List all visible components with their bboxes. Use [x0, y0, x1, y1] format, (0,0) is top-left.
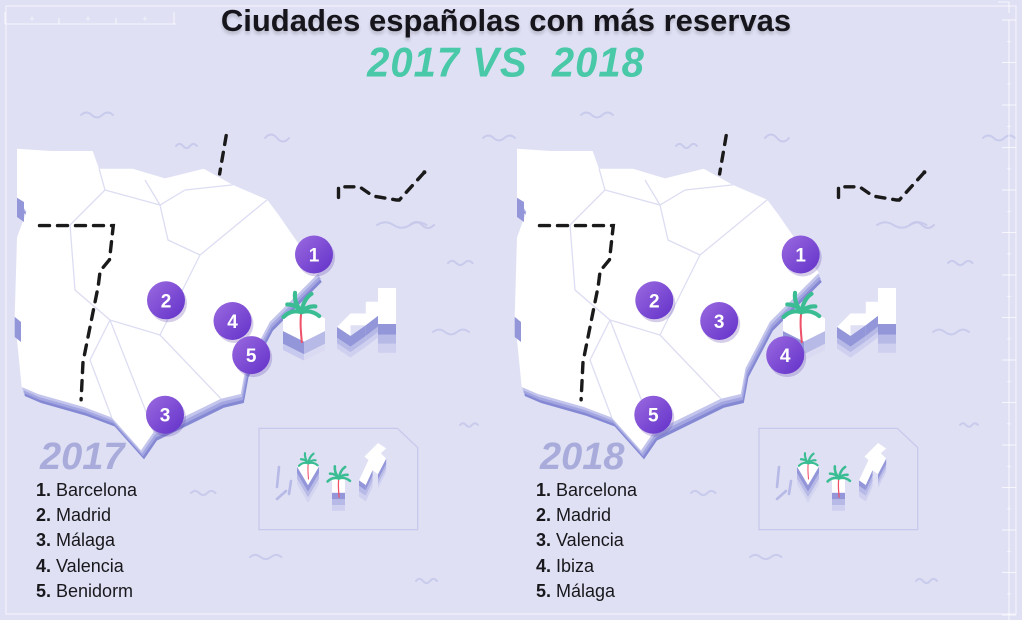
- svg-text:+: +: [1006, 164, 1011, 174]
- svg-text:+: +: [1006, 206, 1011, 216]
- svg-text:+: +: [1006, 461, 1011, 471]
- svg-text:1: 1: [309, 246, 320, 267]
- svg-text:2: 2: [161, 291, 172, 312]
- svg-text:2: 2: [649, 291, 660, 312]
- svg-text:1: 1: [795, 246, 806, 267]
- svg-text:+: +: [1006, 546, 1011, 556]
- svg-text:5: 5: [648, 406, 659, 427]
- svg-text:+: +: [1006, 504, 1011, 514]
- svg-text:4: 4: [780, 346, 791, 367]
- svg-text:+: +: [1006, 334, 1011, 344]
- svg-text:4: 4: [227, 312, 238, 333]
- svg-text:+: +: [1006, 291, 1011, 301]
- svg-text:+: +: [1006, 419, 1011, 429]
- svg-text:+: +: [1006, 121, 1011, 131]
- svg-text:5: 5: [246, 346, 257, 367]
- svg-text:3: 3: [160, 406, 171, 427]
- svg-text:3: 3: [714, 312, 725, 333]
- svg-text:+: +: [1006, 589, 1011, 599]
- svg-text:+: +: [1006, 249, 1011, 259]
- svg-text:+: +: [1006, 376, 1011, 386]
